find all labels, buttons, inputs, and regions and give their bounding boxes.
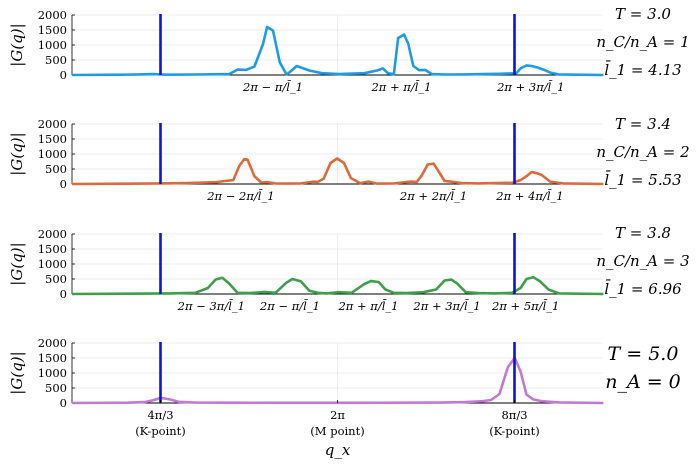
y-axis-label: |G(q)| <box>8 242 26 285</box>
peak-annotation: 2π − π/l̄_1 <box>259 299 320 313</box>
x-tick-label-sub: (K-point) <box>135 424 186 438</box>
x-tick-label: 4π/3 <box>147 408 173 422</box>
peak-annotation: 2π + 3π/l̄_1 <box>412 299 480 313</box>
y-tick-label: 1500 <box>38 23 67 37</box>
parameter-label: T = 3.0 <box>615 5 671 23</box>
y-tick-label: 0 <box>60 177 67 191</box>
y-tick-label: 1000 <box>38 257 67 271</box>
peak-annotation: 2π + 2π/l̄_1 <box>399 189 467 203</box>
y-axis-label: |G(q)| <box>8 351 26 394</box>
y-tick-label: 1000 <box>38 366 67 380</box>
y-axis-label: |G(q)| <box>8 23 26 66</box>
y-tick-label: 500 <box>45 381 67 395</box>
x-axis-label: q_x <box>325 441 351 459</box>
y-tick-label: 1500 <box>38 132 67 146</box>
y-tick-label: 1500 <box>38 242 67 256</box>
x-tick-label-sub: (K-point) <box>489 424 540 438</box>
parameter-label: l̄_1 = 5.53 <box>604 171 681 189</box>
parameter-label: n_C/n_A = 1 <box>596 33 689 51</box>
parameter-label: T = 5.0 <box>608 343 679 365</box>
y-tick-label: 0 <box>60 287 67 301</box>
y-tick-label: 500 <box>45 162 67 176</box>
peak-annotation: 2π − 3π/l̄_1 <box>177 299 245 313</box>
parameter-label: l̄_1 = 6.96 <box>604 280 682 298</box>
y-tick-label: 1500 <box>38 351 67 365</box>
peak-annotation: 2π + π/l̄_1 <box>337 299 398 313</box>
y-tick-label: 500 <box>45 53 67 67</box>
parameter-label: T = 3.4 <box>615 115 671 133</box>
peak-annotation: 2π − π/l̄_1 <box>242 80 303 94</box>
peak-annotation: 2π + π/l̄_1 <box>370 80 431 94</box>
parameter-label: n_C/n_A = 2 <box>596 143 689 161</box>
series-line-panel-1 <box>71 25 604 77</box>
y-tick-label: 1000 <box>38 147 67 161</box>
x-tick-label: 8π/3 <box>501 408 527 422</box>
y-tick-label: 2000 <box>38 8 67 22</box>
parameter-label: l̄_1 = 4.13 <box>604 61 681 79</box>
y-tick-label: 1000 <box>38 38 67 52</box>
peak-annotation: 2π − 2π/l̄_1 <box>206 189 274 203</box>
peak-annotation: 2π + 4π/l̄_1 <box>495 189 563 203</box>
y-tick-label: 0 <box>60 396 67 410</box>
y-tick-label: 0 <box>60 68 67 82</box>
parameter-label: n_A = 0 <box>605 371 681 393</box>
y-tick-label: 2000 <box>38 117 67 131</box>
x-tick-label: 2π <box>330 408 345 422</box>
series-line-panel-4 <box>71 356 604 405</box>
y-tick-label: 2000 <box>38 336 67 350</box>
y-tick-label: 2000 <box>38 227 67 241</box>
parameter-label: n_C/n_A = 3 <box>596 252 689 270</box>
parameter-label: T = 3.8 <box>615 224 671 242</box>
x-tick-label-sub: (M point) <box>310 424 364 438</box>
peak-annotation: 2π + 3π/l̄_1 <box>496 80 564 94</box>
peak-annotation: 2π + 5π/l̄_1 <box>491 299 559 313</box>
y-axis-label: |G(q)| <box>8 132 26 175</box>
y-tick-label: 500 <box>45 272 67 286</box>
